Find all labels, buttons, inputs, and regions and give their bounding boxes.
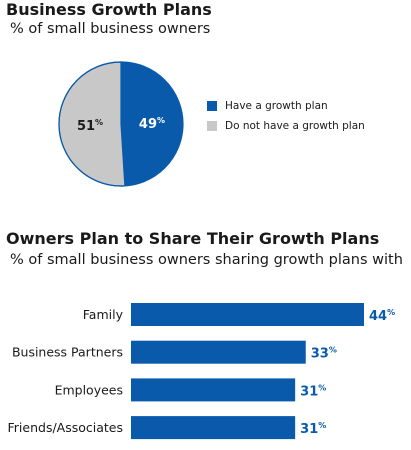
- legend-item-no-growth-plan: Do not have a growth plan: [207, 116, 365, 136]
- pie-legend: Have a growth plan Do not have a growth …: [207, 96, 365, 136]
- pie-chart-subtitle: % of small business owners: [10, 21, 211, 37]
- bar-2: [131, 378, 296, 402]
- pie-outline: [58, 61, 184, 187]
- legend-swatch-blue: [207, 101, 217, 111]
- bar-category-label: Family: [83, 307, 124, 322]
- bar-value-label: 33%: [311, 346, 337, 362]
- bar-value-label: 31%: [300, 421, 326, 437]
- legend-item-growth-plan: Have a growth plan: [207, 96, 365, 116]
- pie-slice-0: [121, 62, 183, 186]
- pie-chart: 49% 51%: [58, 61, 184, 187]
- bar-1: [131, 340, 306, 364]
- legend-swatch-gray: [207, 121, 217, 131]
- bar-category-label: Business Partners: [12, 345, 123, 360]
- bar-category-label: Employees: [55, 382, 123, 397]
- pie-chart-title: Business Growth Plans: [6, 0, 212, 19]
- bar-value-label: 31%: [300, 383, 326, 399]
- bar-3: [131, 416, 296, 440]
- bar-0: [131, 303, 364, 326]
- bar-chart-title: Owners Plan to Share Their Growth Plans: [6, 229, 380, 248]
- legend-label: Do not have a growth plan: [225, 120, 365, 132]
- pie-slice-label-0: 49%: [139, 116, 165, 132]
- bar-value-label: 44%: [369, 308, 395, 324]
- bar-category-label: Friends/Associates: [8, 420, 124, 435]
- bar-chart-subtitle: % of small business owners sharing growt…: [10, 252, 403, 268]
- legend-label: Have a growth plan: [225, 100, 328, 112]
- pie-slice-label-1: 51%: [77, 118, 103, 134]
